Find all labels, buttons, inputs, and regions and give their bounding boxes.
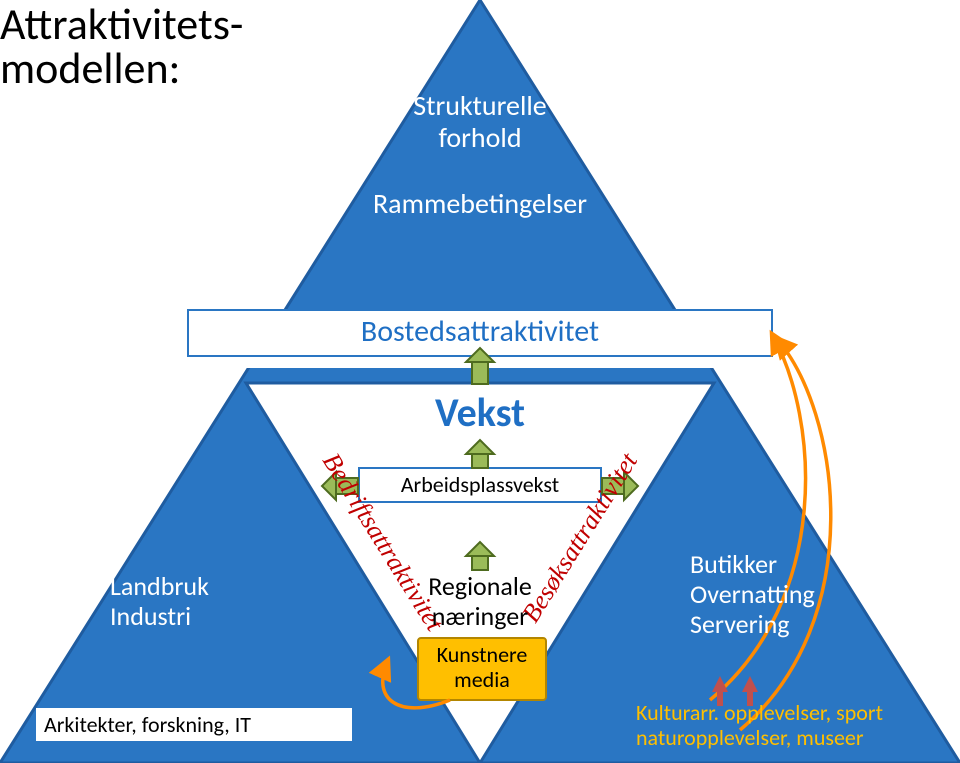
banner-text: Bostedsattraktivitet <box>188 315 772 350</box>
regionale-l1: Regionale <box>400 572 560 602</box>
yellow-l1: Kunstnere <box>418 642 546 667</box>
right-f2: naturopplevelser, museer <box>636 725 956 750</box>
vekst-text: Vekst <box>380 390 580 436</box>
left-l1: Landbruk <box>110 572 310 602</box>
top-label-1a: Strukturelle <box>380 90 580 122</box>
regionale-text: Regionale næringer <box>400 572 560 632</box>
right-foot: Kulturarr. opplevelser, sport naturopple… <box>636 700 956 751</box>
top-label-1: Strukturelle forhold <box>380 90 580 154</box>
left-l2: Industri <box>110 602 310 632</box>
right-l1: Butikker <box>690 550 910 580</box>
right-block: Butikker Overnatting Servering <box>690 550 910 640</box>
top-label-2: Rammebetingelser <box>330 188 630 220</box>
right-l3: Servering <box>690 610 910 640</box>
arbeid-text: Arbeidsplassvekst <box>359 472 601 497</box>
regionale-l2: næringer <box>400 602 560 632</box>
yellow-box-text: Kunstnere media <box>418 642 546 693</box>
page-title: Attraktivitets- modellen: <box>0 2 243 90</box>
title-line1: Attraktivitets- <box>0 2 243 46</box>
right-l2: Overnatting <box>690 580 910 610</box>
left-block: Landbruk Industri <box>110 572 310 632</box>
title-line2: modellen: <box>0 46 243 90</box>
left-foot: Arkitekter, forskning, IT <box>36 708 352 741</box>
right-f1: Kulturarr. opplevelser, sport <box>636 700 956 725</box>
top-label-1b: forhold <box>380 122 580 154</box>
yellow-l2: media <box>418 667 546 692</box>
